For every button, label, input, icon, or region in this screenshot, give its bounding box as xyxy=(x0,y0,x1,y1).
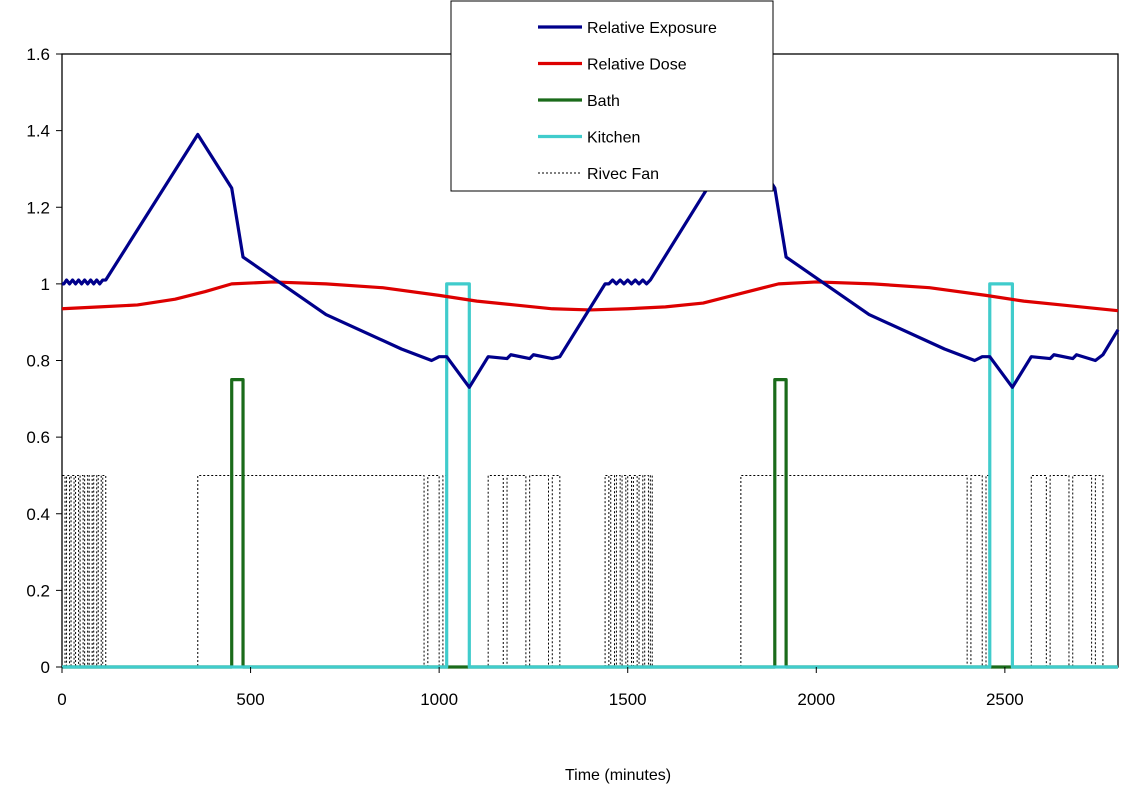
y-tick-label: 0.6 xyxy=(26,428,50,447)
legend-label: Rivec Fan xyxy=(587,166,659,183)
series-kitchen-line xyxy=(62,282,1118,669)
y-tick-label: 1 xyxy=(41,275,50,294)
y-tick-label: 1.2 xyxy=(26,198,50,217)
series-rivec-fan-line xyxy=(61,474,1118,668)
x-axis: 0 500 1000 1500 2000 2500 xyxy=(57,667,1024,709)
series-layer xyxy=(61,132,1120,669)
x-tick-label: 500 xyxy=(236,690,264,709)
legend: Relative Exposure Relative Dose Bath Kitche… xyxy=(450,0,774,192)
x-axis-title: Time (minutes) xyxy=(565,767,671,784)
series-relative-exposure-line xyxy=(62,132,1120,389)
x-tick-label: 1000 xyxy=(420,690,458,709)
legend-label: Kitchen xyxy=(587,130,640,147)
legend-label: Relative Dose xyxy=(587,57,687,74)
x-tick-label: 1500 xyxy=(609,690,647,709)
legend-item-relative-exposure: Relative Exposure xyxy=(538,20,717,37)
x-tick-label: 0 xyxy=(57,690,66,709)
y-tick-label: 1.6 xyxy=(26,45,50,64)
y-tick-label: 0 xyxy=(41,658,50,677)
x-tick-label: 2500 xyxy=(986,690,1024,709)
y-tick-label: 0.2 xyxy=(26,581,50,600)
legend-item-relative-dose: Relative Dose xyxy=(538,57,687,74)
legend-item-bath: Bath xyxy=(538,93,620,110)
legend-label: Relative Exposure xyxy=(587,20,717,37)
legend-item-kitchen: Kitchen xyxy=(538,130,640,147)
legend-items: Relative Exposure Relative Dose Bath Kitche… xyxy=(538,20,717,183)
series-relative-dose-line xyxy=(61,280,1119,313)
legend-label: Bath xyxy=(587,93,620,110)
y-tick-label: 0.4 xyxy=(26,505,50,524)
y-axis: 0 0.2 0.4 0.6 0.8 1 1.2 1.4 1.6 xyxy=(26,45,62,677)
legend-item-rivec-fan: Rivec Fan xyxy=(538,166,659,183)
y-tick-label: 1.4 xyxy=(26,122,50,141)
y-tick-label: 0.8 xyxy=(26,352,50,371)
legend-box xyxy=(450,0,774,192)
x-tick-label: 2000 xyxy=(797,690,835,709)
